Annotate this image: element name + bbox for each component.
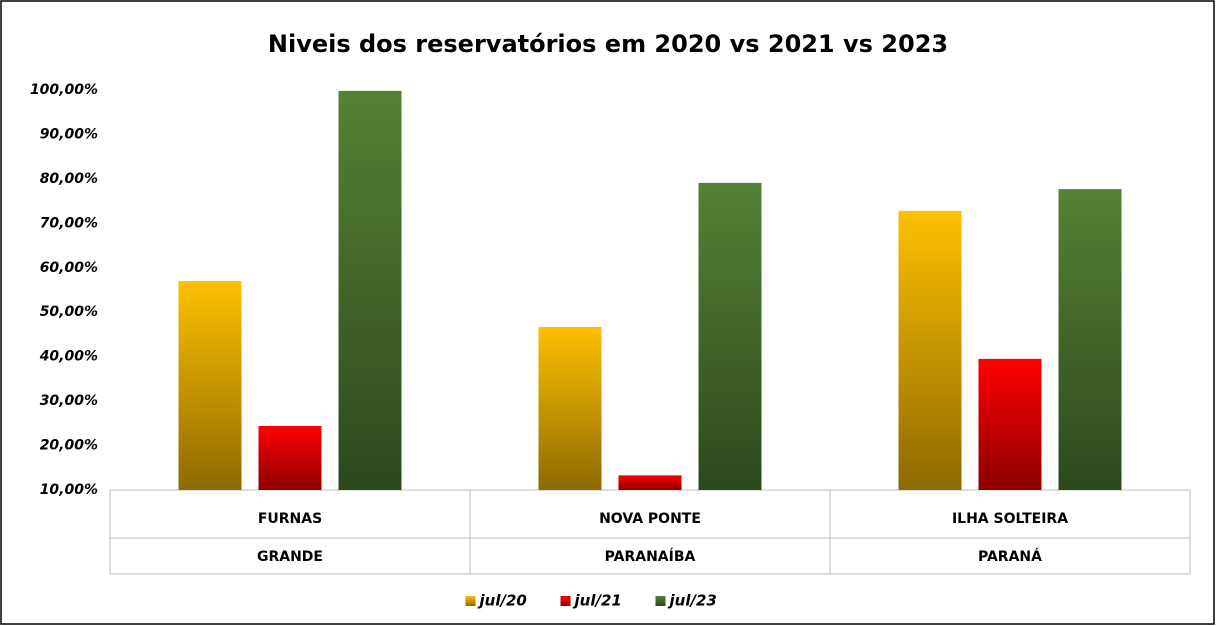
bar — [698, 182, 762, 490]
legend-swatch — [655, 596, 666, 606]
legend-swatch — [560, 596, 571, 606]
legend-swatch — [465, 596, 476, 606]
y-tick-label: 60,00% — [40, 260, 98, 276]
x-group-label: PARANÁ — [978, 548, 1042, 565]
x-group-label: PARANAÍBA — [605, 548, 696, 565]
legend-label: jul/20 — [478, 592, 527, 610]
bar — [898, 210, 962, 490]
y-tick-label: 90,00% — [40, 126, 98, 142]
y-tick-label: 10,00% — [40, 482, 98, 498]
x-tick-label: FURNAS — [258, 511, 322, 527]
y-tick-label: 80,00% — [40, 171, 98, 187]
bar — [538, 326, 602, 490]
x-tick-label: NOVA PONTE — [599, 511, 701, 527]
x-group-label: GRANDE — [257, 549, 323, 565]
y-tick-label: 30,00% — [40, 393, 98, 409]
x-tick-label: ILHA SOLTEIRA — [952, 511, 1068, 527]
bar — [978, 358, 1042, 490]
y-tick-label: 50,00% — [40, 304, 98, 320]
y-tick-label: 20,00% — [40, 438, 98, 454]
y-tick-label: 70,00% — [40, 215, 98, 231]
bar — [618, 475, 682, 490]
y-tick-label: 100,00% — [30, 82, 98, 98]
bar — [1058, 189, 1122, 490]
y-tick-label: 40,00% — [39, 349, 98, 365]
bar — [258, 426, 322, 490]
legend-label: jul/23 — [668, 592, 717, 610]
bar — [338, 90, 402, 490]
bar — [178, 281, 242, 490]
chart-title: Niveis dos reservatórios em 2020 vs 2021… — [268, 30, 948, 58]
legend-label: jul/21 — [573, 592, 622, 610]
